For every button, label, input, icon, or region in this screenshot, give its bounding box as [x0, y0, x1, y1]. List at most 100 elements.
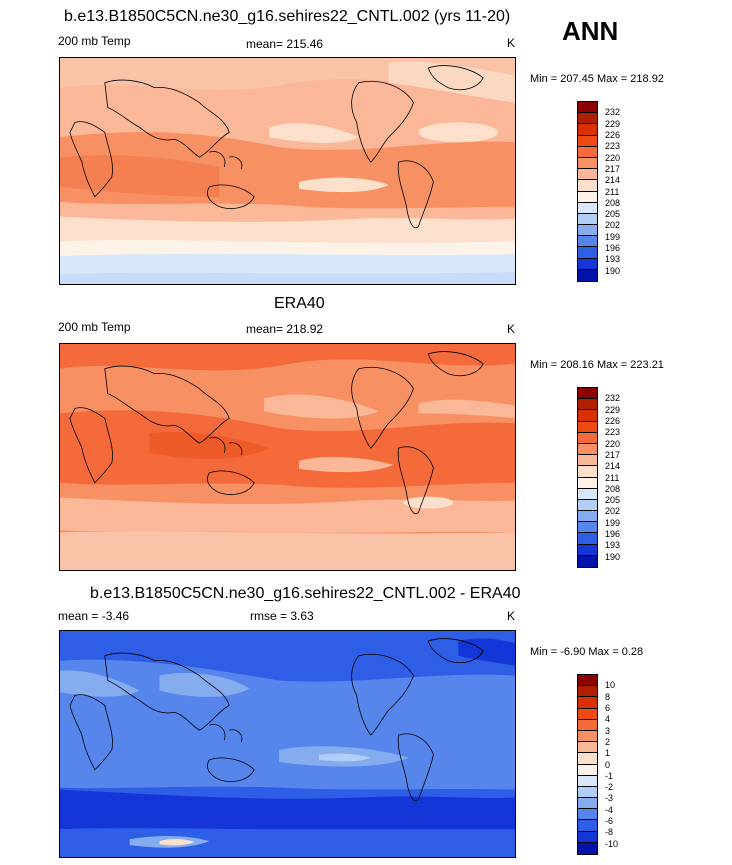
colorbar-box [578, 477, 597, 489]
map-diff [59, 630, 516, 858]
colorbar-tick-label: 199 [605, 517, 621, 528]
colorbar-model [577, 101, 598, 282]
colorbar-tick-label: -6 [605, 816, 614, 827]
colorbar-box [578, 113, 597, 125]
colorbar-tick-label: 190 [605, 551, 621, 562]
colorbar-tick-label: -3 [605, 793, 614, 804]
colorbar-tick-label: -2 [605, 782, 614, 793]
colorbar-tick-label: 199 [605, 231, 621, 242]
colorbar-tick-label: 229 [605, 118, 621, 129]
colorbar-box [578, 522, 597, 534]
minmax-label-obs: Min = 208.16 Max = 223.21 [530, 359, 664, 371]
colorbar-tick-label: 8 [605, 691, 611, 702]
colorbar-tick-label: 208 [605, 483, 621, 494]
colorbar-box [578, 499, 597, 512]
colorbar-tick-label: 214 [605, 175, 621, 186]
colorbar-tick-label: 0 [605, 759, 611, 770]
colorbar-tick-label: -8 [605, 827, 614, 838]
colorbar-box [578, 202, 597, 214]
colorbar-tick-label: 232 [605, 393, 621, 404]
colorbar-diff [577, 674, 598, 855]
colorbar-tick-label: 217 [605, 163, 621, 174]
colorbar-box [578, 708, 597, 720]
minmax-label-diff: Min = -6.90 Max = 0.28 [530, 646, 644, 658]
colorbar-box [578, 697, 597, 709]
colorbar-box [578, 102, 597, 114]
colorbar-tick-label: 226 [605, 415, 621, 426]
colorbar-tick-label: 211 [605, 186, 620, 197]
colorbar-box [578, 191, 597, 203]
season-label: ANN [562, 16, 619, 46]
mean-label-obs: mean= 218.92 [246, 322, 324, 336]
colorbar-box [578, 146, 597, 158]
colorbar-box [578, 443, 597, 456]
colorbar-box [578, 225, 597, 237]
colorbar-tick-label: 2 [605, 736, 611, 747]
colorbar-box [578, 169, 597, 181]
colorbar-box [578, 421, 597, 433]
colorbar-labels-obs: 232 229 226 223 220 217 214 211 208 205 202 199 196 1… [605, 387, 635, 568]
colorbar-tick-label: 196 [605, 529, 621, 540]
colorbar-tick-label: 196 [605, 243, 621, 254]
colorbar-box [578, 410, 597, 422]
units-label-diff: K [507, 609, 516, 623]
colorbar-box [578, 719, 597, 731]
colorbar-tick-label: 205 [605, 209, 621, 220]
colorbar-tick-label: 208 [605, 197, 621, 208]
colorbar-tick-label: 223 [605, 141, 621, 152]
units-label-model: K [507, 36, 516, 50]
colorbar-box [578, 798, 597, 810]
colorbar-box [578, 544, 597, 556]
colorbar-tick-label: 211 [605, 472, 620, 483]
panel-title-diff: b.e13.B1850C5CN.ne30_g16.sehires22_CNTL.… [90, 585, 521, 602]
colorbar-box [578, 388, 597, 400]
colorbar-obs [577, 387, 598, 568]
colorbar-box [578, 180, 597, 192]
map-model [59, 57, 516, 285]
colorbar-tick-label: -10 [605, 838, 619, 849]
colorbar-box [578, 135, 597, 147]
variable-label-obs: 200 mb Temp [58, 320, 131, 334]
colorbar-box [578, 831, 597, 843]
colorbar-box [578, 555, 597, 567]
colorbar-labels-diff: 10 8 6 4 3 2 1 0 -1 -2 -3 -4 -6 -8 -10 [605, 674, 635, 855]
colorbar-tick-label: 193 [605, 254, 621, 265]
colorbar-tick-label: -4 [605, 804, 614, 815]
colorbar-box [578, 247, 597, 259]
colorbar-box [578, 753, 597, 765]
colorbar-box [578, 399, 597, 411]
colorbar-tick-label: 202 [605, 506, 621, 517]
panel-title-model: b.e13.B1850C5CN.ne30_g16.sehires22_CNTL.… [64, 8, 511, 25]
colorbar-tick-label: 223 [605, 427, 621, 438]
colorbar-tick-label: 190 [605, 265, 621, 276]
colorbar-box [578, 820, 597, 832]
map-diff-contours [60, 631, 515, 857]
colorbar-labels-model: 232 229 226 223 220 217 214 211 208 205 202 199 196 1… [605, 101, 635, 282]
colorbar-tick-label: 220 [605, 438, 621, 449]
colorbar-tick-label: 205 [605, 495, 621, 506]
colorbar-box [578, 213, 597, 226]
colorbar-box [578, 764, 597, 776]
colorbar-tick-label: 217 [605, 449, 621, 460]
map-obs [59, 343, 516, 571]
mean-label-diff: mean = -3.46 [58, 609, 130, 623]
rmse-label-diff: rmse = 3.63 [250, 609, 314, 623]
colorbar-box [578, 455, 597, 467]
colorbar-tick-label: 229 [605, 404, 621, 415]
colorbar-box [578, 124, 597, 136]
variable-label-model: 200 mb Temp [58, 34, 131, 48]
colorbar-box [578, 675, 597, 687]
colorbar-box [578, 258, 597, 270]
colorbar-tick-label: 6 [605, 702, 611, 713]
colorbar-box [578, 432, 597, 444]
colorbar-tick-label: 232 [605, 107, 621, 118]
colorbar-box [578, 786, 597, 799]
colorbar-box [578, 730, 597, 743]
colorbar-tick-label: 3 [605, 725, 611, 736]
colorbar-tick-label: 10 [605, 680, 616, 691]
colorbar-tick-label: 1 [605, 748, 611, 759]
colorbar-box [578, 809, 597, 821]
colorbar-tick-label: 220 [605, 152, 621, 163]
colorbar-box [578, 686, 597, 698]
panel-title-obs: ERA40 [274, 295, 325, 312]
